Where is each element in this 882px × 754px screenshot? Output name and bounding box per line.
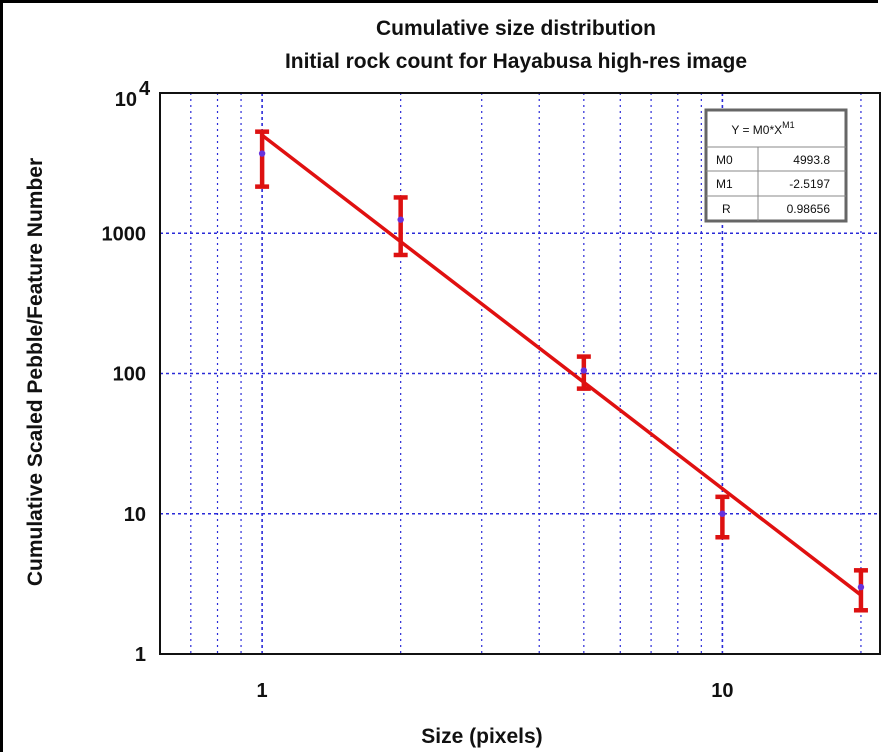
y-tick-label: 100 (113, 364, 146, 386)
fit-line-group (260, 133, 863, 597)
y-tick-label: 1000 (102, 223, 147, 245)
data-point (397, 216, 404, 223)
data-points (255, 129, 868, 613)
chart-title: Cumulative size distribution (376, 17, 656, 40)
y-tick-exponent: 4 (139, 78, 151, 100)
data-point (857, 583, 865, 591)
fit-table-border (704, 108, 848, 223)
x-axis-label: Size (pixels) (421, 725, 542, 748)
fit-results-table: Y = M0*XM1 M0 4993.8 M1 -2.5197 R 0.9865… (704, 108, 848, 223)
data-point (258, 150, 266, 157)
fit-param-name: M1 (716, 177, 733, 191)
fit-param-value: 0.98656 (787, 202, 831, 216)
x-tick-label: 1 (257, 680, 268, 702)
y-tick-label: 10 (115, 89, 137, 111)
fit-param-value: -2.5197 (789, 177, 830, 191)
fit-param-name: R (722, 202, 731, 216)
data-point (719, 510, 726, 517)
x-tick-label: 10 (711, 680, 733, 702)
y-tick-label: 1 (135, 644, 146, 666)
plot-area (159, 92, 881, 655)
y-tick-label: 10 (124, 504, 146, 526)
fit-param-value: 4993.8 (793, 153, 830, 167)
fit-equation: Y = M0*XM1 (731, 120, 794, 137)
fit-line (260, 133, 863, 597)
grid (159, 93, 880, 654)
data-point (580, 367, 588, 374)
chart-subtitle: Initial rock count for Hayabusa high-res… (285, 50, 747, 73)
fit-param-name: M0 (716, 153, 733, 167)
y-axis-label: Cumulative Scaled Pebble/Feature Number (24, 158, 47, 586)
